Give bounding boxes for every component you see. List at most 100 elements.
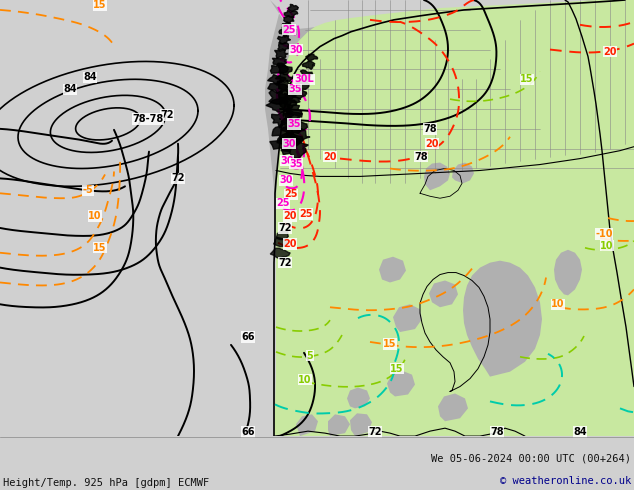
Polygon shape: [277, 80, 294, 92]
Polygon shape: [393, 304, 422, 332]
Text: 72: 72: [368, 427, 382, 437]
Text: 10: 10: [88, 211, 101, 221]
Text: 84: 84: [83, 73, 97, 82]
Polygon shape: [438, 393, 468, 421]
Text: 72: 72: [278, 258, 292, 268]
Text: We 05-06-2024 00:00 UTC (00+264): We 05-06-2024 00:00 UTC (00+264): [431, 453, 631, 463]
Text: © weatheronline.co.uk: © weatheronline.co.uk: [500, 476, 631, 486]
Text: 20: 20: [283, 211, 297, 221]
Text: 10: 10: [298, 375, 312, 385]
Polygon shape: [302, 61, 315, 69]
Text: 15: 15: [391, 364, 404, 374]
Text: 72: 72: [160, 110, 174, 120]
Polygon shape: [281, 110, 302, 124]
Text: 20: 20: [323, 151, 337, 162]
Text: 25: 25: [282, 24, 295, 35]
Text: 84: 84: [573, 427, 587, 437]
Text: 25: 25: [284, 189, 298, 199]
Polygon shape: [273, 58, 287, 67]
Polygon shape: [281, 140, 308, 158]
Text: Height/Temp. 925 hPa [gdpm] ECMWF: Height/Temp. 925 hPa [gdpm] ECMWF: [3, 478, 209, 488]
Polygon shape: [301, 70, 313, 79]
Text: 72: 72: [278, 223, 292, 233]
Polygon shape: [272, 111, 294, 128]
Polygon shape: [424, 163, 450, 190]
Text: 20: 20: [425, 139, 439, 148]
Text: 25: 25: [299, 209, 313, 219]
Text: 20: 20: [603, 47, 617, 56]
Polygon shape: [463, 261, 542, 377]
Polygon shape: [278, 42, 289, 50]
Text: 5: 5: [307, 351, 313, 361]
Polygon shape: [269, 90, 287, 104]
Polygon shape: [292, 90, 307, 98]
Polygon shape: [268, 83, 288, 93]
Polygon shape: [282, 23, 292, 29]
Polygon shape: [387, 371, 415, 396]
Polygon shape: [274, 0, 634, 436]
Text: 15: 15: [93, 243, 107, 253]
Polygon shape: [278, 90, 296, 100]
Polygon shape: [286, 117, 307, 131]
Text: 72: 72: [171, 173, 184, 183]
Text: 35: 35: [287, 119, 301, 129]
Polygon shape: [285, 104, 302, 116]
Polygon shape: [350, 413, 372, 436]
Polygon shape: [279, 93, 301, 106]
Polygon shape: [278, 36, 290, 44]
Polygon shape: [295, 79, 309, 89]
Polygon shape: [270, 136, 300, 154]
Polygon shape: [278, 65, 292, 74]
Polygon shape: [347, 388, 370, 408]
Polygon shape: [268, 74, 286, 85]
Polygon shape: [277, 132, 303, 148]
Polygon shape: [274, 237, 289, 246]
Text: 15: 15: [93, 0, 107, 10]
Polygon shape: [284, 10, 298, 18]
Text: -5: -5: [82, 185, 93, 196]
Polygon shape: [554, 250, 582, 295]
Polygon shape: [266, 99, 290, 112]
Polygon shape: [306, 54, 318, 61]
Text: 66: 66: [242, 332, 255, 342]
Text: 25: 25: [276, 198, 290, 208]
Text: 30: 30: [289, 45, 303, 54]
Polygon shape: [279, 29, 292, 37]
Text: 30: 30: [279, 175, 293, 185]
Text: 84: 84: [63, 84, 77, 94]
Text: 78: 78: [490, 427, 504, 437]
Text: 35: 35: [288, 84, 302, 94]
Polygon shape: [275, 73, 293, 83]
Text: 66: 66: [242, 427, 255, 437]
Polygon shape: [281, 122, 302, 134]
Polygon shape: [265, 0, 634, 436]
Polygon shape: [280, 97, 297, 112]
Text: 10: 10: [600, 241, 614, 251]
Text: 78: 78: [414, 151, 428, 162]
Text: 20: 20: [283, 239, 297, 249]
Polygon shape: [275, 50, 288, 58]
Polygon shape: [273, 121, 284, 141]
Polygon shape: [272, 123, 294, 138]
Text: -10: -10: [595, 229, 612, 239]
Polygon shape: [296, 415, 318, 436]
Text: 10: 10: [551, 299, 565, 309]
Text: 30L: 30L: [294, 74, 314, 84]
Polygon shape: [288, 4, 299, 11]
Text: 30: 30: [280, 155, 294, 166]
Text: 78: 78: [423, 124, 437, 134]
Polygon shape: [288, 128, 310, 146]
Polygon shape: [270, 248, 290, 259]
Polygon shape: [429, 280, 458, 307]
Text: 15: 15: [383, 339, 397, 349]
Polygon shape: [271, 63, 288, 73]
Polygon shape: [276, 230, 288, 240]
Text: 78-78: 78-78: [133, 114, 164, 124]
Polygon shape: [328, 415, 350, 436]
Polygon shape: [379, 257, 406, 282]
Polygon shape: [284, 16, 294, 24]
Text: 15: 15: [521, 74, 534, 84]
Polygon shape: [452, 163, 474, 183]
Text: 30: 30: [282, 139, 295, 148]
Text: 35: 35: [289, 159, 303, 169]
